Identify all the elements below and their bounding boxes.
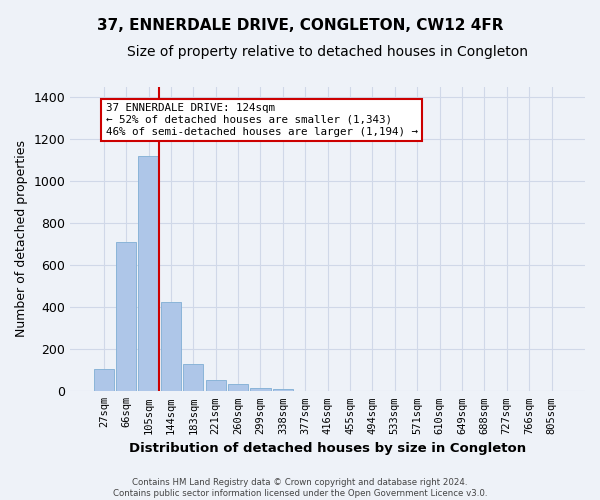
Y-axis label: Number of detached properties: Number of detached properties [15,140,28,338]
Text: Contains HM Land Registry data © Crown copyright and database right 2024.
Contai: Contains HM Land Registry data © Crown c… [113,478,487,498]
Bar [94,369,114,392]
Bar [206,380,226,392]
Text: 37 ENNERDALE DRIVE: 124sqm
← 52% of detached houses are smaller (1,343)
46% of s: 37 ENNERDALE DRIVE: 124sqm ← 52% of deta… [106,104,418,136]
Bar [228,384,248,392]
X-axis label: Distribution of detached houses by size in Congleton: Distribution of detached houses by size … [129,442,526,455]
Text: 37, ENNERDALE DRIVE, CONGLETON, CW12 4FR: 37, ENNERDALE DRIVE, CONGLETON, CW12 4FR [97,18,503,32]
Bar [139,156,158,392]
Bar [273,389,293,392]
Bar [183,364,203,392]
Bar [161,302,181,392]
Bar [250,388,271,392]
Title: Size of property relative to detached houses in Congleton: Size of property relative to detached ho… [127,45,528,59]
Bar [116,242,136,392]
